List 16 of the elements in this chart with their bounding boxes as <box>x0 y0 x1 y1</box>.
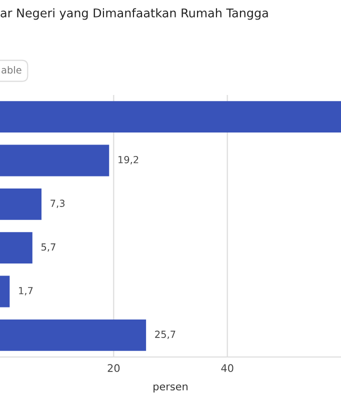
bar <box>0 276 10 308</box>
x-tick-label: 40 <box>221 364 234 372</box>
chart-title: ar Negeri yang Dimanfaatkan Rumah Tangga <box>0 8 268 20</box>
bar <box>0 101 341 133</box>
bar <box>0 232 32 264</box>
data-label: 19,2 <box>118 156 138 164</box>
text: able <box>2 66 22 74</box>
x-axis-title: persen <box>154 384 188 392</box>
data-label: 25,7 <box>155 330 176 339</box>
x-tick-label: 20 <box>108 364 120 372</box>
data-label: 5,7 <box>41 243 56 252</box>
bar <box>0 188 42 220</box>
data-label: 7,3 <box>50 200 65 208</box>
bar <box>0 144 110 176</box>
data-label: 1,7 <box>19 287 33 296</box>
bar <box>0 319 146 351</box>
